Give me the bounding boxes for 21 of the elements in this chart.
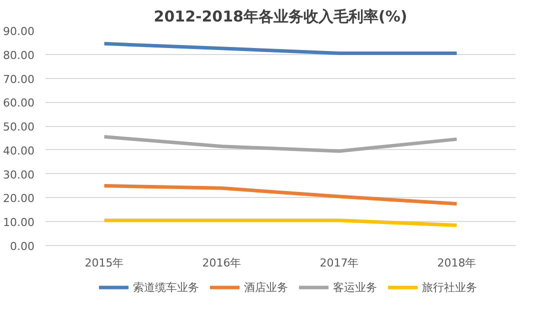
legend-label: 酒店业务 — [244, 280, 288, 294]
y-tick-label: 90.00 — [3, 25, 35, 38]
y-tick-label: 20.00 — [3, 192, 35, 206]
line-series — [102, 135, 458, 153]
x-tick-label: 2015年 — [84, 256, 124, 270]
y-tick-label: 40.00 — [3, 144, 35, 158]
legend-label: 旅行社业务 — [422, 280, 477, 294]
y-tick-label: 0.00 — [10, 240, 35, 253]
chart-title: 2012-2018年各业务收入毛利率(%) — [154, 8, 408, 26]
y-tick-label: 80.00 — [3, 48, 35, 62]
x-tick-label: 2018年 — [437, 256, 476, 270]
y-tick-label: 50.00 — [3, 120, 35, 134]
x-tick-label: 2017年 — [320, 256, 359, 270]
y-tick-label: 10.00 — [3, 216, 35, 230]
legend-label: 索道缆车业务 — [133, 280, 199, 294]
legend-label: 客运业务 — [333, 280, 377, 294]
y-tick-label: 70.00 — [3, 72, 35, 86]
y-tick-label: 60.00 — [3, 96, 35, 110]
line-series — [102, 184, 458, 206]
y-tick-label: 30.00 — [3, 168, 35, 182]
x-tick-label: 2016年 — [202, 256, 242, 270]
